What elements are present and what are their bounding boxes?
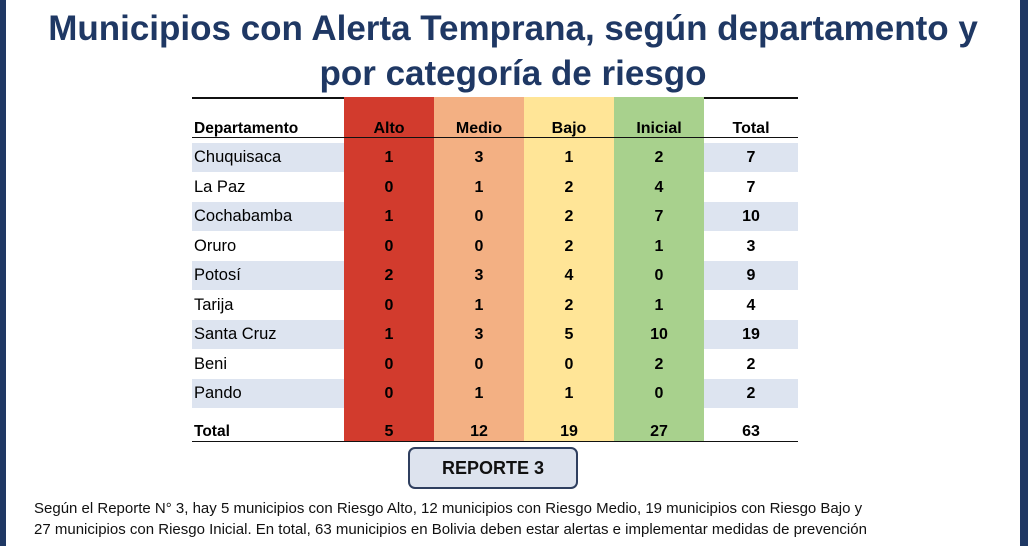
- header-bajo: Bajo: [551, 120, 587, 137]
- report-button[interactable]: REPORTE 3: [408, 447, 578, 489]
- cell-medio: 12: [470, 423, 488, 440]
- cell-alto: 5: [384, 423, 394, 440]
- cell-bajo: 5: [564, 326, 574, 343]
- cell-bajo: 19: [560, 423, 578, 440]
- cell-alto: 1: [384, 149, 394, 166]
- header-medio: Medio: [455, 120, 503, 137]
- cell-inicial: 10: [650, 326, 668, 343]
- cell-total: 63: [742, 423, 760, 440]
- cell-bajo: 0: [564, 355, 574, 373]
- cell-inicial: 1: [654, 296, 664, 314]
- column-bg-bajo: [524, 97, 614, 442]
- cell-alto: 0: [384, 237, 394, 255]
- cell-inicial: 0: [654, 385, 664, 402]
- cell-inicial: 2: [654, 149, 664, 166]
- cell-medio: 3: [474, 267, 484, 284]
- column-bg-alto: [344, 97, 434, 442]
- cell-inicial: 0: [654, 267, 664, 284]
- summary-text: Según el Reporte N° 3, hay 5 municipios …: [34, 498, 1014, 540]
- cell-dept: Santa Cruz: [194, 325, 277, 343]
- cell-bajo: 2: [564, 208, 574, 225]
- cell-medio: 1: [474, 385, 484, 402]
- cell-total: 9: [746, 267, 756, 284]
- header-alto: Alto: [373, 120, 405, 137]
- cell-bajo: 1: [564, 385, 574, 402]
- cell-bajo: 2: [564, 296, 574, 314]
- header-inicial: Inicial: [636, 120, 682, 137]
- cell-dept: Potosí: [194, 266, 241, 284]
- cell-total: 2: [746, 385, 756, 402]
- cell-total: 2: [746, 355, 756, 373]
- cell-total: 3: [746, 237, 756, 255]
- column-bg-medio: [434, 97, 524, 442]
- cell-total: 19: [742, 326, 760, 343]
- cell-medio: 3: [474, 326, 484, 343]
- cell-alto: 0: [384, 296, 394, 314]
- cell-inicial: 7: [654, 208, 664, 225]
- cell-dept: Pando: [194, 384, 242, 402]
- summary-line-2: 27 municipios con Riesgo Inicial. En tot…: [34, 521, 867, 538]
- cell-bajo: 2: [564, 178, 574, 196]
- cell-alto: 0: [384, 178, 394, 196]
- cell-bajo: 4: [564, 267, 574, 284]
- title-line-1: Municipios con Alerta Temprana, según de…: [48, 9, 978, 48]
- cell-dept: Oruro: [194, 236, 237, 255]
- cell-dept: Tarija: [194, 295, 234, 314]
- cell-dept: Chuquisaca: [194, 148, 282, 166]
- header-dept: Total: [194, 423, 230, 440]
- cell-medio: 1: [474, 178, 484, 196]
- cell-medio: 0: [474, 208, 484, 225]
- slide: Municipios con Alerta Temprana, según de…: [6, 0, 1020, 546]
- cell-dept: Beni: [194, 354, 228, 373]
- header-underline: [192, 137, 798, 138]
- cell-inicial: 2: [654, 355, 664, 373]
- cell-total: 4: [746, 296, 756, 314]
- cell-alto: 1: [384, 326, 394, 343]
- cell-inicial: 27: [650, 423, 668, 440]
- cell-alto: 1: [384, 208, 394, 225]
- cell-bajo: 2: [564, 237, 574, 255]
- column-bg-inicial: [614, 97, 704, 442]
- cell-medio: 3: [474, 149, 484, 166]
- cell-bajo: 1: [564, 149, 574, 166]
- cell-alto: 2: [384, 267, 394, 284]
- cell-inicial: 4: [654, 178, 664, 196]
- cell-total: 7: [746, 178, 756, 196]
- table-bottom-border: [192, 441, 798, 442]
- cell-inicial: 1: [654, 237, 664, 255]
- page-title: Municipios con Alerta Temprana, según de…: [6, 6, 1020, 96]
- cell-total: 10: [742, 208, 760, 225]
- header-total: Total: [732, 120, 770, 137]
- title-line-2: por categoría de riesgo: [319, 54, 707, 93]
- cell-alto: 0: [384, 385, 394, 402]
- header-dept: Departamento: [194, 120, 299, 137]
- cell-medio: 0: [474, 237, 484, 255]
- cell-medio: 1: [474, 296, 484, 314]
- cell-dept: Cochabamba: [194, 207, 293, 225]
- cell-medio: 0: [474, 355, 484, 373]
- cell-dept: La Paz: [194, 177, 246, 196]
- cell-total: 7: [746, 149, 756, 166]
- cell-alto: 0: [384, 355, 394, 373]
- summary-line-1: Según el Reporte N° 3, hay 5 municipios …: [34, 500, 863, 517]
